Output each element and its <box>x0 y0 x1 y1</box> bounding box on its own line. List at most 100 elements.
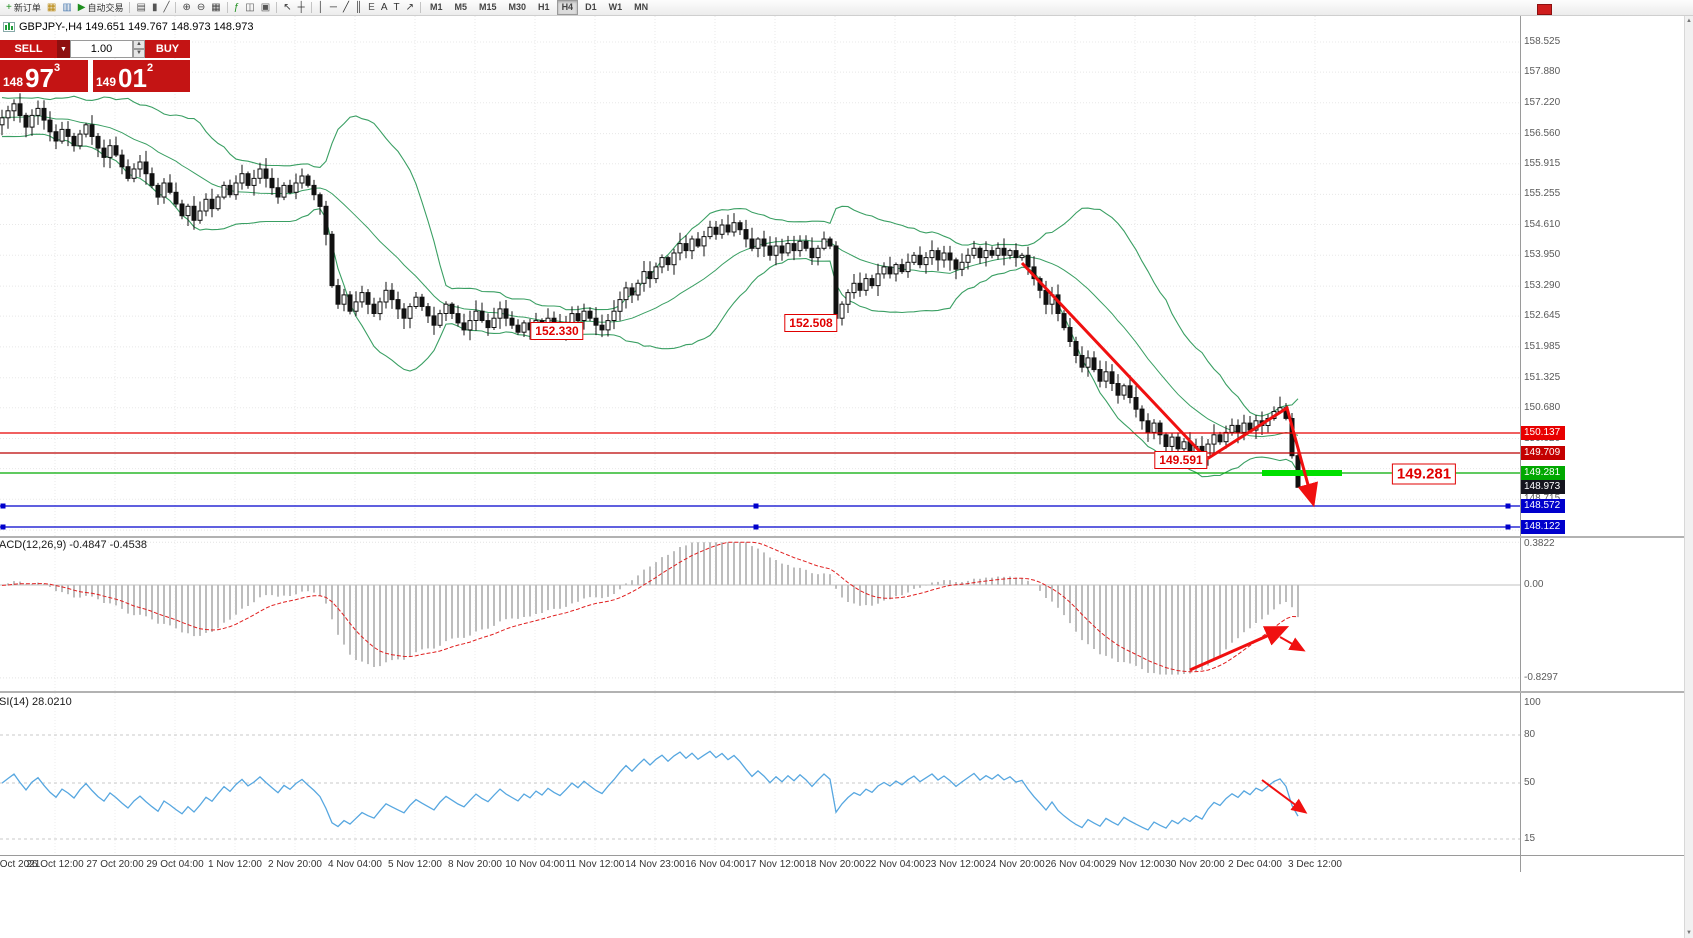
order-options-dropdown[interactable]: ▼ <box>57 40 70 58</box>
bar-chart-button[interactable]: ▤ <box>133 0 148 16</box>
price-annotation[interactable]: 152.330 <box>530 322 584 340</box>
vertical-line-button[interactable]: │ <box>315 0 327 16</box>
rsi-label: SI(14) 28.0210 <box>0 696 72 708</box>
time-axis-label: 4 Nov 04:00 <box>328 859 382 870</box>
fibonacci-button[interactable]: E <box>365 0 378 16</box>
fibonacci-button-icon: E <box>368 1 375 13</box>
zoom-in-button[interactable]: ⊕ <box>179 0 193 16</box>
arrow-tool-button-icon: ↗ <box>405 1 414 13</box>
cursor-button-icon: ↖ <box>283 1 292 13</box>
time-axis-label: 18 Nov 20:00 <box>805 859 865 870</box>
scroll-up-icon[interactable]: ▲ <box>1686 18 1692 24</box>
profiles-icon[interactable]: ▥ <box>59 0 74 16</box>
macd-window-separator[interactable] <box>0 536 1684 538</box>
time-axis-label: 23 Nov 12:00 <box>925 859 985 870</box>
time-axis-label: 29 Nov 12:00 <box>1105 859 1165 870</box>
price-axis-label: 151.985 <box>1524 341 1561 352</box>
trendline-button[interactable]: ╱ <box>340 0 352 16</box>
sell-button[interactable]: SELL <box>0 40 57 58</box>
price-tag: 149.281 <box>1521 466 1565 480</box>
text-button[interactable]: A <box>378 0 391 16</box>
price-tag: 148.973 <box>1521 480 1565 494</box>
price-axis-label: 153.950 <box>1524 249 1561 260</box>
zoom-in-button-icon: ⊕ <box>182 1 191 13</box>
quote-line: GBPJPY-,H4 149.651 149.767 148.973 148.9… <box>3 21 253 33</box>
tile-windows-button-icon: ▦ <box>211 1 221 13</box>
autotrade-button[interactable]: ▶ 自动交易 <box>77 1 124 14</box>
zoom-out-button[interactable]: ⊖ <box>194 0 208 16</box>
price-annotation[interactable]: 149.281 <box>1391 463 1457 485</box>
timeframe-M5-button[interactable]: M5 <box>454 2 468 12</box>
time-axis[interactable]: Oct 2021 26 Oct 12:00 27 Oct 20:00 29 Oct 0… <box>0 856 1684 873</box>
vertical-scrollbar[interactable]: ▲ ▼ <box>1684 16 1693 938</box>
timeframe-M15-button[interactable]: M15 <box>479 2 497 12</box>
price-axis-label: 154.610 <box>1524 219 1561 230</box>
periods-button[interactable]: ◫ <box>242 0 257 16</box>
charts-window-icon[interactable]: ▦ <box>44 0 59 16</box>
timeframe-M1-button[interactable]: M1 <box>429 2 443 12</box>
buy-button[interactable]: BUY <box>145 40 190 58</box>
tile-windows-button[interactable]: ▦ <box>208 0 223 16</box>
price-tag: 148.122 <box>1521 520 1565 534</box>
price-tag: 149.709 <box>1521 446 1565 460</box>
cursor-button[interactable]: ↖ <box>280 0 294 16</box>
timeframe-H4-button[interactable]: H4 <box>556 0 579 15</box>
label-button[interactable]: T <box>390 0 402 16</box>
buy-price-display[interactable]: 149 01 2 <box>93 60 190 92</box>
volume-down-button[interactable]: ▼ <box>133 49 145 58</box>
price-annotation[interactable]: 149.591 <box>1154 451 1208 469</box>
channel-button-icon: ║ <box>355 1 363 13</box>
time-axis-label: 22 Nov 04:00 <box>865 859 925 870</box>
time-axis-label: 8 Nov 20:00 <box>448 859 502 870</box>
toolbar-separator <box>310 2 312 13</box>
scroll-down-icon[interactable]: ▼ <box>1686 930 1692 936</box>
charts-window-icon-icon: ▦ <box>46 1 57 13</box>
indicators-button-icon: ƒ <box>233 1 240 13</box>
line-chart-button-icon: ╱ <box>163 1 170 13</box>
price-axis-label: 153.290 <box>1524 280 1561 291</box>
sell-price-display[interactable]: 148 97 3 <box>0 60 88 92</box>
alert-indicator-icon[interactable] <box>1537 4 1552 15</box>
price-tag: 148.572 <box>1521 499 1565 513</box>
toolbar-separator <box>175 2 177 13</box>
arrow-tool-button[interactable]: ↗ <box>403 0 417 16</box>
zoom-out-button-icon: ⊖ <box>196 1 206 13</box>
price-annotation[interactable]: 152.508 <box>784 314 838 332</box>
rsi-axis-label: 15 <box>1524 833 1536 844</box>
time-axis-label: 26 Oct 12:00 <box>26 859 84 870</box>
time-axis-label: 5 Nov 12:00 <box>388 859 442 870</box>
indicators-button[interactable]: ƒ <box>231 0 243 16</box>
toolbar-separator <box>276 2 278 13</box>
candle-chart-button-icon: ▮ <box>151 1 158 13</box>
bar-chart-button-icon: ▤ <box>136 1 146 13</box>
price-axis-label: 152.645 <box>1524 310 1561 321</box>
timeframe-D1-button[interactable]: D1 <box>585 2 597 12</box>
price-axis-label: 158.525 <box>1524 36 1561 47</box>
chart-symbol-icon <box>3 22 15 32</box>
new-order-button[interactable]: + 新订单 <box>6 1 41 14</box>
rsi-window-separator[interactable] <box>0 691 1684 693</box>
time-axis-label: 29 Oct 04:00 <box>146 859 204 870</box>
candle-chart-button[interactable]: ▮ <box>149 0 161 16</box>
timeframe-W1-button[interactable]: W1 <box>608 2 623 12</box>
rsi-axis-label: 50 <box>1524 777 1536 788</box>
templates-button[interactable]: ▣ <box>258 0 273 16</box>
timeframe-H1-button[interactable]: H1 <box>538 2 550 12</box>
timeframe-MN-button[interactable]: MN <box>634 2 649 12</box>
time-axis-label: 14 Nov 23:00 <box>625 859 685 870</box>
price-axis-label: 151.325 <box>1524 372 1561 383</box>
volume-input[interactable] <box>71 43 132 55</box>
price-axis[interactable]: 158.525 157.880 157.220 156.560 155.915 155.2… <box>1521 16 1684 855</box>
price-axis-label: 157.880 <box>1524 66 1561 77</box>
time-axis-separator <box>0 855 1684 856</box>
toolbar-separator <box>129 2 131 13</box>
time-axis-label: 3 Dec 12:00 <box>1288 859 1342 870</box>
price-axis-border <box>1520 16 1521 872</box>
timeframe-M30-button[interactable]: M30 <box>508 2 527 12</box>
volume-up-button[interactable]: ▲ <box>133 40 145 49</box>
crosshair-button[interactable]: ┼ <box>295 0 308 16</box>
horizontal-line-button[interactable]: ─ <box>327 0 340 16</box>
channel-button[interactable]: ║ <box>352 0 365 16</box>
line-chart-button[interactable]: ╱ <box>160 0 172 16</box>
label-button-icon: T <box>393 1 400 13</box>
